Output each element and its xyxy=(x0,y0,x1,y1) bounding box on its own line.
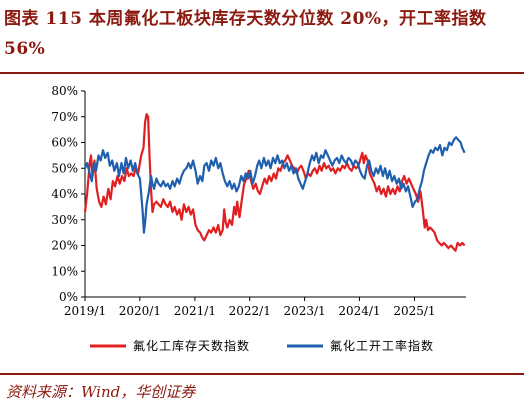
inventory-index-line xyxy=(83,113,466,252)
legend-label-operating: 氟化工开工率指数 xyxy=(330,338,434,353)
title-divider xyxy=(0,72,524,74)
operating-rate-line xyxy=(83,136,466,234)
y-axis: 0% 10% 20% 30% 40% 50% 60% 70% 80% xyxy=(51,84,86,304)
y-tick-label: 0% xyxy=(59,290,78,304)
x-tick-label: 2019/1 xyxy=(64,304,106,318)
y-tick-label: 30% xyxy=(51,213,78,227)
footer-divider xyxy=(0,373,524,375)
y-tick-label: 40% xyxy=(51,187,78,201)
y-tick-label: 60% xyxy=(51,136,78,150)
source-note: 资料来源：Wind，华创证券 xyxy=(6,383,196,401)
x-tick-label: 2024/1 xyxy=(338,304,380,318)
x-tick-label: 2021/1 xyxy=(174,304,216,318)
legend-label-inventory: 氟化工库存天数指数 xyxy=(133,338,250,353)
legend: 氟化工库存天数指数 氟化工开工率指数 xyxy=(90,338,434,353)
y-tick-label: 10% xyxy=(51,264,78,278)
chart-title: 图表 115 本周氟化工板块库存天数分位数 20%，开工率指数 56% xyxy=(4,9,487,59)
y-tick-label: 80% xyxy=(51,84,78,98)
x-tick-label: 2025/1 xyxy=(393,304,435,318)
x-tick-label: 2023/1 xyxy=(283,304,325,318)
x-axis: 2019/1 2020/1 2021/1 2022/1 2023/1 2024/1 2025… xyxy=(64,296,466,318)
y-tick-label: 70% xyxy=(51,110,78,124)
series-layer xyxy=(83,113,466,252)
line-chart: 0%10%20%30%40%50%60%70%80% 2019/1 2020/1 2… xyxy=(51,84,466,353)
x-tick-label: 2020/1 xyxy=(119,304,161,318)
y-tick-label: 20% xyxy=(51,239,78,253)
x-tick-label: 2022/1 xyxy=(229,304,271,318)
y-tick-label: 50% xyxy=(51,161,78,175)
